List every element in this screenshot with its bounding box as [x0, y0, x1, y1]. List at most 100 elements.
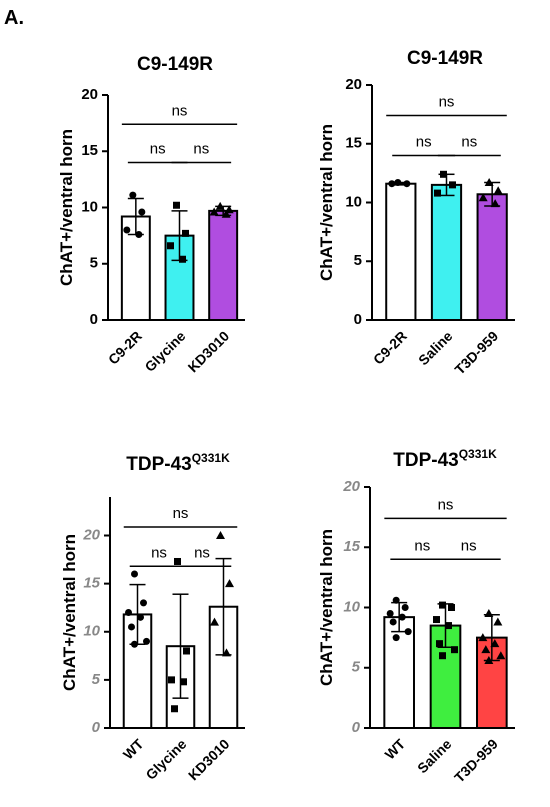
data-point — [493, 186, 503, 195]
data-point — [168, 676, 175, 684]
y-tick-label: 15 — [83, 575, 100, 592]
bar — [208, 209, 239, 321]
x-tick-label: Glycine — [141, 328, 188, 375]
x-tick-label: T3D-959 — [451, 328, 501, 378]
chart-title: C9-149R — [137, 54, 213, 75]
data-point — [135, 231, 143, 238]
data-point — [434, 189, 441, 197]
bar — [383, 616, 415, 730]
x-tick-label: Saline — [415, 328, 456, 369]
y-tick-label: 5 — [90, 255, 98, 272]
y-tick-label: 5 — [354, 252, 362, 269]
y-tick-label: 10 — [81, 198, 98, 215]
significance-label: ns — [150, 141, 166, 158]
significance-label: ns — [173, 505, 189, 522]
data-point — [221, 209, 231, 218]
title-main: TDP-43 — [393, 450, 458, 471]
y-tick-label: 15 — [345, 135, 362, 152]
data-point — [439, 652, 446, 660]
data-point — [392, 596, 400, 604]
data-point — [404, 628, 412, 636]
data-point — [436, 640, 443, 648]
data-point — [140, 599, 147, 607]
y-axis-label: ChAT+/ventral horn — [317, 124, 336, 281]
data-point — [183, 647, 190, 655]
significance-label: ns — [461, 537, 477, 554]
data-point — [394, 179, 402, 187]
significance-label: ns — [461, 134, 477, 151]
data-point — [445, 622, 452, 630]
data-point — [478, 193, 488, 202]
x-tick-label: WT — [382, 735, 409, 762]
title-main: TDP-43 — [126, 454, 191, 475]
data-point — [128, 623, 135, 631]
data-point — [493, 617, 503, 626]
y-tick-label: 15 — [81, 142, 98, 159]
significance-label: ns — [193, 141, 209, 158]
data-point — [222, 648, 231, 657]
y-tick-label: 15 — [343, 538, 360, 555]
y-tick-label: 0 — [352, 719, 361, 736]
data-point — [131, 570, 138, 578]
data-point — [143, 637, 150, 645]
data-point — [129, 191, 137, 199]
chart-title: TDP-43Q331K — [393, 447, 497, 471]
data-point — [478, 633, 488, 642]
significance-label: ns — [416, 134, 432, 151]
data-point — [137, 613, 144, 621]
y-tick-label: 0 — [354, 311, 362, 328]
title-main: C9-149R — [407, 48, 483, 69]
y-tick-label: 10 — [343, 598, 360, 615]
y-tick-label: 20 — [81, 86, 98, 103]
significance-label: ns — [151, 544, 167, 561]
y-tick-label: 20 — [342, 478, 360, 495]
x-tick-label: T3D-959 — [451, 736, 501, 786]
chart-title: C9-149R — [407, 48, 483, 69]
data-point — [215, 201, 225, 210]
y-tick-label: 20 — [82, 526, 100, 543]
y-tick-label: 20 — [345, 76, 362, 93]
x-tick-label: Glycine — [142, 736, 189, 783]
data-point — [173, 201, 180, 209]
data-point — [225, 579, 234, 588]
data-point — [401, 604, 409, 611]
data-point — [398, 613, 406, 621]
data-point — [481, 645, 491, 654]
data-point — [386, 610, 394, 618]
data-point — [174, 557, 181, 565]
significance-label: ns — [194, 544, 210, 561]
significance-label: ns — [172, 102, 188, 119]
data-point — [171, 705, 178, 713]
data-point — [449, 181, 456, 189]
data-point — [439, 601, 446, 609]
y-tick-label: 10 — [345, 193, 362, 210]
y-axis-label: ChAT+/ventral horn — [60, 534, 79, 691]
bar — [385, 182, 417, 321]
data-point — [484, 656, 494, 665]
x-tick-label: KD3010 — [185, 736, 233, 784]
y-tick-label: 0 — [92, 719, 101, 736]
bar — [430, 183, 463, 321]
data-point — [388, 180, 396, 188]
data-point — [182, 229, 189, 237]
data-point — [123, 226, 131, 234]
y-tick-label: 10 — [83, 623, 100, 640]
data-point — [448, 604, 455, 611]
title-superscript: Q331K — [192, 451, 230, 465]
x-tick-label: WT — [120, 735, 147, 762]
data-point — [210, 617, 219, 626]
significance-label: ns — [438, 496, 454, 513]
data-point — [490, 639, 500, 648]
title-superscript: Q331K — [459, 447, 497, 461]
title-main: C9-149R — [137, 54, 213, 75]
data-point — [180, 678, 187, 686]
y-tick-label: 5 — [92, 671, 101, 688]
x-tick-label: C9-2R — [105, 328, 145, 368]
y-axis-label: ChAT+/ventral horn — [317, 529, 336, 686]
data-point — [389, 618, 397, 626]
chart-title: TDP-43Q331K — [126, 451, 230, 475]
data-point — [138, 208, 146, 216]
significance-label: ns — [414, 537, 430, 554]
significance-label: ns — [439, 94, 455, 111]
